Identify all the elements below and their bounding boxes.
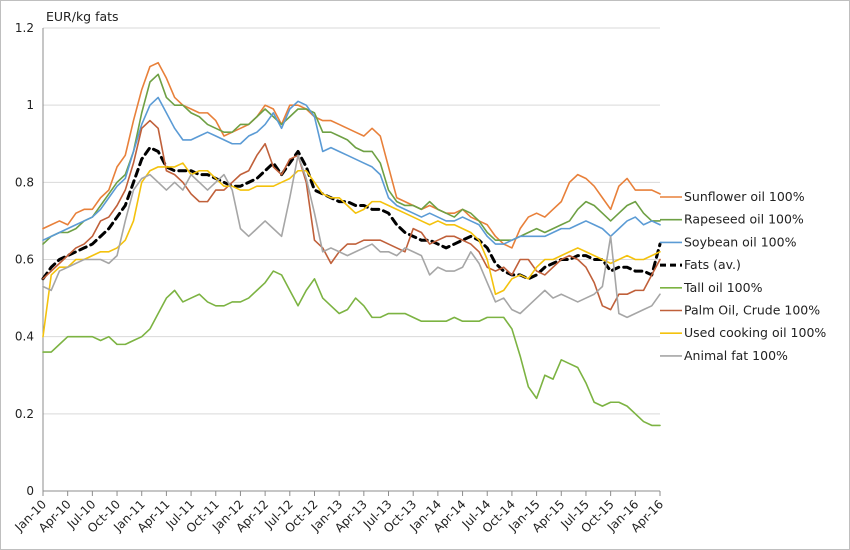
- legend-label: Sunflower oil 100%: [684, 189, 805, 204]
- y-tick-label: 0.6: [15, 253, 34, 267]
- y-tick-label: 0.8: [15, 175, 34, 189]
- legend-label: Soybean oil 100%: [684, 234, 797, 249]
- series-line-7: [42, 154, 661, 319]
- gridlines: [43, 27, 660, 415]
- legend-label: Fats (av.): [684, 257, 741, 272]
- series-line-5: [42, 119, 661, 311]
- legend-label: Rapeseed oil 100%: [684, 212, 804, 227]
- legend: Sunflower oil 100% Rapeseed oil 100% Soybe…: [660, 189, 826, 363]
- y-tick-label: 1.2: [15, 21, 34, 35]
- legend-label: Animal fat 100%: [684, 348, 788, 363]
- legend-label: Tall oil 100%: [683, 280, 763, 295]
- legend-label: Used cooking oil 100%: [684, 325, 826, 340]
- y-tick-label: 0: [26, 484, 34, 498]
- y-tick-label: 1: [26, 98, 34, 112]
- series-line-0: [42, 61, 661, 249]
- y-tick-label: 0.2: [15, 407, 34, 421]
- y-axis-label: EUR/kg fats: [46, 9, 119, 24]
- series-line-4: [42, 270, 661, 427]
- legend-label: Palm Oil, Crude 100%: [684, 303, 820, 318]
- y-tick-label: 0.4: [15, 330, 34, 344]
- series-line-3: [41, 146, 662, 281]
- series-line-1: [42, 73, 661, 245]
- series-lines: [41, 61, 662, 427]
- series-line-2: [42, 96, 661, 245]
